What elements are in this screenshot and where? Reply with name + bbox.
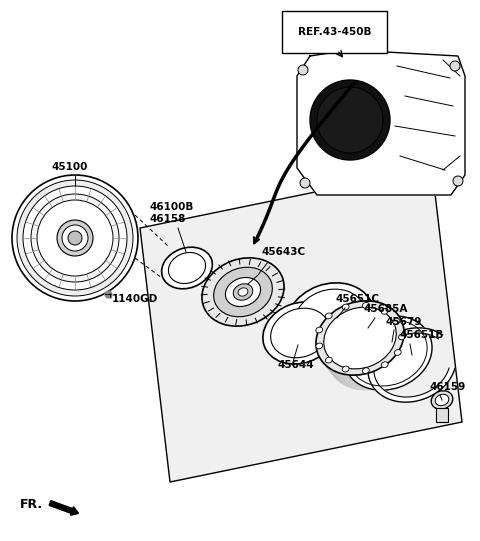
Circle shape	[17, 180, 133, 296]
Circle shape	[62, 225, 88, 251]
Circle shape	[37, 200, 113, 276]
Ellipse shape	[344, 316, 432, 390]
Text: 45651B: 45651B	[400, 330, 444, 340]
Ellipse shape	[381, 362, 388, 367]
Ellipse shape	[316, 343, 323, 349]
Ellipse shape	[325, 357, 332, 363]
Polygon shape	[368, 328, 455, 402]
Circle shape	[453, 176, 463, 186]
Ellipse shape	[327, 314, 415, 388]
FancyArrow shape	[49, 500, 79, 515]
Ellipse shape	[325, 313, 332, 319]
Ellipse shape	[233, 283, 253, 300]
Text: REF.43-450B: REF.43-450B	[298, 27, 372, 37]
Circle shape	[450, 61, 460, 71]
Circle shape	[31, 194, 119, 282]
Text: 45644: 45644	[278, 360, 314, 370]
Ellipse shape	[202, 258, 284, 326]
Ellipse shape	[316, 301, 404, 375]
Circle shape	[12, 175, 138, 301]
Ellipse shape	[381, 308, 388, 314]
Ellipse shape	[316, 327, 323, 333]
Text: 46158: 46158	[150, 214, 186, 224]
Text: 45643C: 45643C	[262, 247, 306, 257]
Ellipse shape	[162, 247, 212, 289]
Circle shape	[57, 220, 93, 256]
Ellipse shape	[349, 320, 427, 386]
Text: 45685A: 45685A	[363, 304, 408, 314]
Ellipse shape	[362, 368, 369, 374]
Ellipse shape	[317, 302, 405, 377]
Circle shape	[300, 178, 310, 188]
Ellipse shape	[342, 366, 349, 372]
Ellipse shape	[362, 302, 369, 308]
Ellipse shape	[342, 304, 349, 310]
Ellipse shape	[321, 307, 409, 381]
Text: FR.: FR.	[20, 498, 43, 511]
Text: 46159: 46159	[430, 382, 466, 392]
Text: 45651C: 45651C	[335, 294, 379, 304]
Ellipse shape	[320, 305, 408, 380]
Ellipse shape	[393, 319, 400, 325]
Text: 1140GD: 1140GD	[112, 294, 158, 304]
Ellipse shape	[431, 391, 453, 409]
Circle shape	[317, 87, 383, 153]
Ellipse shape	[325, 313, 414, 387]
Ellipse shape	[328, 316, 416, 390]
Polygon shape	[297, 50, 465, 195]
Ellipse shape	[294, 289, 366, 351]
Ellipse shape	[318, 304, 407, 378]
Ellipse shape	[323, 310, 411, 384]
Circle shape	[23, 186, 127, 290]
Circle shape	[310, 80, 390, 160]
Ellipse shape	[226, 278, 261, 307]
Ellipse shape	[435, 394, 449, 406]
Polygon shape	[140, 168, 462, 482]
Ellipse shape	[238, 288, 248, 296]
Ellipse shape	[395, 349, 401, 355]
Text: 46100B: 46100B	[150, 202, 194, 212]
FancyBboxPatch shape	[436, 408, 448, 422]
Ellipse shape	[286, 283, 374, 357]
Circle shape	[298, 65, 308, 75]
Circle shape	[68, 231, 82, 245]
Ellipse shape	[168, 253, 205, 283]
Ellipse shape	[263, 302, 337, 364]
Ellipse shape	[324, 307, 396, 369]
Ellipse shape	[214, 267, 272, 317]
Text: 45100: 45100	[52, 162, 88, 172]
Ellipse shape	[398, 334, 406, 340]
Text: 45679: 45679	[385, 317, 421, 327]
Ellipse shape	[324, 311, 412, 386]
Ellipse shape	[322, 308, 410, 382]
Ellipse shape	[271, 308, 329, 358]
